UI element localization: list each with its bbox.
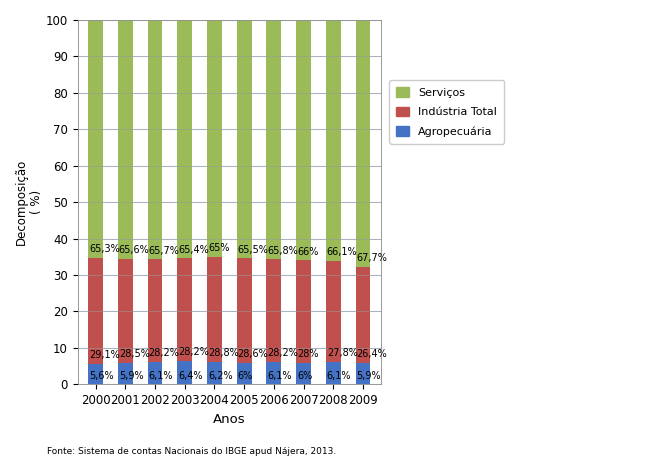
Text: 28,8%: 28,8% [208, 348, 238, 358]
Text: 65,4%: 65,4% [178, 245, 209, 255]
Text: 6,1%: 6,1% [148, 371, 173, 381]
Text: 6,4%: 6,4% [178, 371, 202, 381]
Bar [267, 20, 281, 259]
Text: 28,6%: 28,6% [238, 349, 269, 359]
Text: 28,5%: 28,5% [119, 349, 150, 359]
Bar [296, 20, 311, 260]
Bar [177, 258, 192, 361]
Text: 6,2%: 6,2% [208, 371, 232, 381]
Text: Fonte: Sistema de contas Nacionais do IBGE apud Nájera, 2013.: Fonte: Sistema de contas Nacionais do IB… [47, 448, 336, 456]
Bar [296, 260, 311, 363]
Text: 29,1%: 29,1% [89, 350, 120, 360]
Bar [355, 363, 371, 384]
Bar [207, 257, 222, 362]
Bar [148, 362, 162, 384]
Bar [207, 362, 222, 384]
Bar [148, 259, 162, 362]
X-axis label: Anos: Anos [213, 413, 246, 425]
Bar [326, 20, 341, 261]
Y-axis label: Decomposição
( %): Decomposição ( %) [15, 159, 43, 245]
Text: 65,5%: 65,5% [238, 245, 269, 255]
Text: 65%: 65% [208, 243, 229, 253]
Bar [296, 363, 311, 384]
Text: 27,8%: 27,8% [327, 348, 357, 358]
Bar [88, 258, 103, 364]
Text: 65,8%: 65,8% [267, 246, 298, 256]
Text: 28,2%: 28,2% [267, 348, 298, 358]
Bar [118, 259, 133, 363]
Bar [177, 361, 192, 384]
Bar [148, 20, 162, 259]
Bar [355, 267, 371, 363]
Text: 6%: 6% [238, 371, 253, 381]
Bar [118, 20, 133, 259]
Bar [236, 258, 252, 363]
Text: 28,2%: 28,2% [178, 347, 209, 358]
Bar [355, 20, 371, 267]
Bar [88, 20, 103, 258]
Bar [177, 20, 192, 258]
Text: 65,7%: 65,7% [148, 246, 179, 256]
Bar [118, 363, 133, 384]
Bar [267, 362, 281, 384]
Text: 28%: 28% [297, 349, 319, 359]
Text: 65,3%: 65,3% [89, 244, 120, 254]
Bar [267, 259, 281, 362]
Bar [88, 364, 103, 384]
Text: 6,1%: 6,1% [327, 371, 351, 381]
Bar [236, 363, 252, 384]
Text: 28,2%: 28,2% [148, 348, 179, 358]
Text: 5,9%: 5,9% [357, 371, 381, 381]
Bar [207, 20, 222, 257]
Text: 5,6%: 5,6% [89, 371, 114, 381]
Bar [326, 362, 341, 384]
Text: 26,4%: 26,4% [357, 349, 387, 359]
Text: 66%: 66% [297, 247, 319, 257]
Text: 65,6%: 65,6% [119, 246, 150, 255]
Text: 6%: 6% [297, 371, 313, 381]
Text: 6,1%: 6,1% [267, 371, 292, 381]
Bar [236, 20, 252, 258]
Text: 67,7%: 67,7% [357, 253, 387, 263]
Text: 5,9%: 5,9% [119, 371, 144, 381]
Legend: Serviços, Indústria Total, Agropecuária: Serviços, Indústria Total, Agropecuária [389, 80, 504, 144]
Bar [326, 261, 341, 362]
Text: 66,1%: 66,1% [327, 247, 357, 257]
